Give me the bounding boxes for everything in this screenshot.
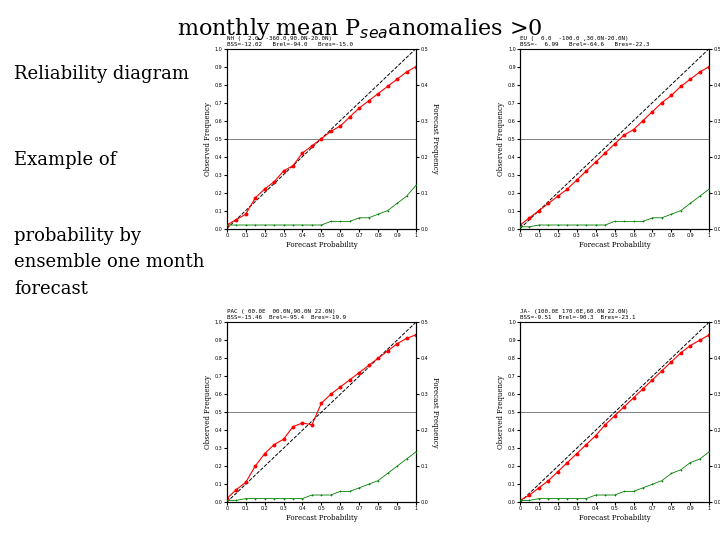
- X-axis label: Forecast Probability: Forecast Probability: [286, 514, 357, 522]
- Y-axis label: Observed Frequency: Observed Frequency: [204, 375, 212, 449]
- Y-axis label: Observed Frequency: Observed Frequency: [204, 102, 212, 176]
- X-axis label: Forecast Probability: Forecast Probability: [579, 240, 650, 248]
- Text: PAC ( 00.0E  00.0N,90.0N 22.0N)
BSS=-15.46  Brel=-95.4  Bres=-19.9: PAC ( 00.0E 00.0N,90.0N 22.0N) BSS=-15.4…: [227, 309, 346, 320]
- Text: JA- (100.0E 170.0E,60.0N 22.0N)
BSS=-9.51  Brel=-90.3  Bres=-23.1: JA- (100.0E 170.0E,60.0N 22.0N) BSS=-9.5…: [520, 309, 636, 320]
- Text: Example of: Example of: [14, 151, 117, 169]
- Text: EU (  0.0  -100.0 ,30.0N-20.0N)
BSS=-  6.99   Brel=-64.6   Bres=-22.3: EU ( 0.0 -100.0 ,30.0N-20.0N) BSS=- 6.99…: [520, 36, 649, 47]
- Text: probability by
ensemble one month
forecast: probability by ensemble one month foreca…: [14, 227, 205, 298]
- X-axis label: Forecast Probability: Forecast Probability: [579, 514, 650, 522]
- Y-axis label: Observed Frequency: Observed Frequency: [498, 102, 505, 176]
- Y-axis label: Forecast Frequency: Forecast Frequency: [431, 377, 439, 448]
- Y-axis label: Forecast Frequency: Forecast Frequency: [431, 103, 439, 174]
- Text: NH (  2.0  -360.0,90.0N-20.0N)
BSS=-12.02   Brel=-94.0   Bres=-15.0: NH ( 2.0 -360.0,90.0N-20.0N) BSS=-12.02 …: [227, 36, 353, 47]
- Y-axis label: Observed Frequency: Observed Frequency: [498, 375, 505, 449]
- Text: Reliability diagram: Reliability diagram: [14, 65, 189, 83]
- X-axis label: Forecast Probability: Forecast Probability: [286, 240, 357, 248]
- Text: monthly mean P$_{sea}$anomalies >0: monthly mean P$_{sea}$anomalies >0: [177, 16, 543, 42]
